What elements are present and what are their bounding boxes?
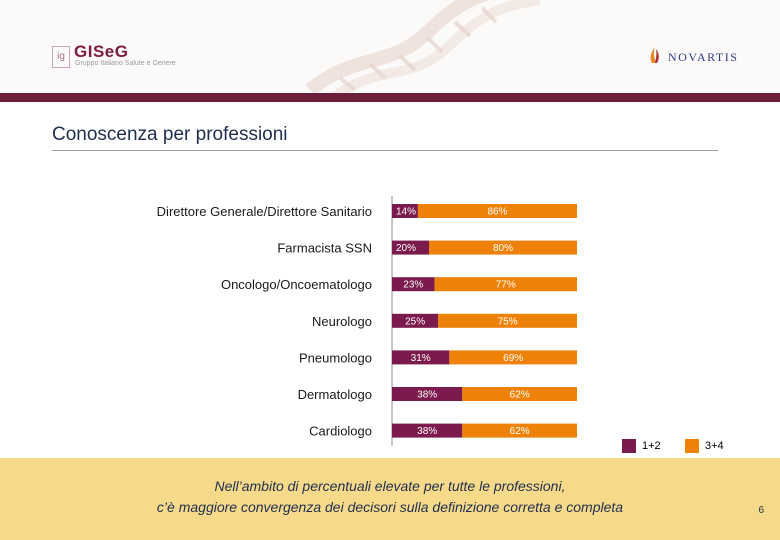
- legend-label-series-2: 3+4: [705, 440, 724, 452]
- data-label-series-1: 20%: [396, 243, 416, 254]
- bar-series-1: [392, 350, 450, 365]
- conclusion-text: Nell’ambito di percentuali elevate per t…: [0, 476, 780, 518]
- conclusion-line-1: Nell’ambito di percentuali elevate per t…: [214, 478, 566, 494]
- data-label-series-2: 86%: [487, 207, 507, 218]
- dna-helix-watermark: [305, 0, 540, 93]
- data-label-series-1: 38%: [417, 426, 437, 437]
- legend-swatch-series-1: [622, 439, 636, 453]
- bar-series-2: [462, 423, 577, 438]
- bar-series-2: [429, 240, 577, 255]
- giseg-logo-name: GISeG: [74, 42, 129, 61]
- data-label-series-2: 75%: [498, 316, 518, 327]
- bar-series-2: [438, 313, 577, 328]
- bar-series-2: [462, 387, 577, 401]
- giseg-logo-mark: ig: [52, 46, 70, 68]
- header-band: [0, 93, 780, 102]
- novartis-logo-name: NOVARTIS: [668, 50, 739, 64]
- bar-series-1: [392, 313, 439, 328]
- category-label: Cardiologo: [309, 424, 372, 439]
- legend-label-series-1: 1+2: [642, 440, 661, 452]
- data-label-series-2: 62%: [510, 426, 530, 437]
- data-label-series-1: 38%: [417, 390, 437, 401]
- category-label: Pneumologo: [299, 350, 372, 365]
- bar-series-1: [392, 240, 429, 255]
- data-label-series-1: 23%: [403, 280, 423, 291]
- data-label-series-1: 25%: [405, 316, 425, 327]
- bar-series-1: [392, 277, 435, 292]
- category-label: Oncologo/Oncoematologo: [221, 277, 372, 292]
- slide-title: Conoscenza per professioni: [52, 124, 288, 145]
- category-label: Neurologo: [312, 314, 372, 329]
- category-label: Farmacista SSN: [277, 241, 372, 256]
- giseg-logo-tagline: Gruppo Italiano Salute e Genere: [75, 60, 176, 67]
- giseg-logo: ig GISeG Gruppo Italiano Salute e Genere: [52, 42, 192, 70]
- conclusion-banner: Nell’ambito di percentuali elevate per t…: [0, 458, 780, 540]
- bar-series-1: [392, 423, 463, 438]
- legend-swatch-series-2: [685, 439, 699, 453]
- bar-series-2: [434, 277, 577, 292]
- data-label-series-1: 14%: [396, 207, 416, 218]
- category-label: Direttore Generale/Direttore Sanitario: [157, 204, 372, 219]
- bar-series-2: [449, 350, 577, 365]
- conclusion-line-2: c’è maggiore convergenza dei decisori su…: [156, 499, 624, 515]
- data-label-series-2: 80%: [493, 243, 513, 254]
- page-number: 6: [758, 505, 764, 516]
- bar-series-2: [417, 204, 577, 218]
- data-label-series-2: 69%: [503, 353, 523, 364]
- novartis-flame-icon: [650, 47, 659, 63]
- title-divider: [52, 150, 718, 151]
- bar-series-1: [392, 204, 418, 218]
- data-label-series-1: 31%: [411, 353, 431, 364]
- category-label: Dermatologo: [298, 387, 372, 402]
- slide-header: ig GISeG Gruppo Italiano Salute e Genere…: [0, 0, 780, 93]
- bar-series-1: [392, 387, 463, 401]
- data-label-series-2: 77%: [496, 280, 516, 291]
- data-label-series-2: 62%: [510, 390, 530, 401]
